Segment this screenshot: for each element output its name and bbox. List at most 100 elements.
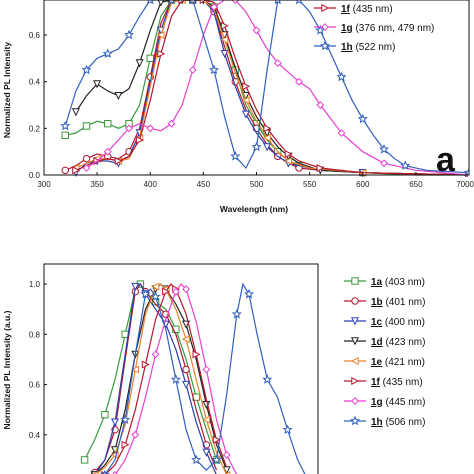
point-1g bbox=[171, 287, 180, 296]
panel-b-legend: 1a (403 nm) 1b (401 nm) 1c (400 nm) 1d (423… bbox=[344, 277, 425, 428]
point-1h bbox=[251, 141, 262, 152]
point-1c bbox=[110, 418, 120, 427]
point-1h bbox=[124, 29, 134, 40]
series-line-1f bbox=[105, 283, 228, 474]
point-1b bbox=[82, 154, 91, 163]
legend-label-1g: 1g (445 nm) bbox=[371, 397, 425, 408]
point-1f bbox=[316, 163, 325, 173]
legend-item-1g: 1g (376 nm, 479 nm) bbox=[314, 23, 434, 34]
legend-label-1c: 1c (400 nm) bbox=[371, 317, 425, 328]
point-1g bbox=[231, 0, 240, 4]
point-1g bbox=[146, 124, 155, 133]
point-1h bbox=[140, 288, 151, 299]
point-1d bbox=[135, 59, 144, 68]
point-1f bbox=[141, 360, 150, 369]
point-1f bbox=[135, 135, 144, 145]
point-1h bbox=[81, 64, 92, 75]
legend-item-1f: 1f (435 nm) bbox=[314, 3, 393, 15]
point-1b bbox=[182, 365, 190, 374]
point-1b bbox=[61, 166, 69, 175]
legend-label-1e: 1e (421 nm) bbox=[371, 357, 425, 368]
series-line-1a bbox=[84, 283, 218, 461]
point-1h bbox=[60, 120, 71, 131]
point-1e bbox=[220, 35, 229, 44]
point-1f bbox=[178, 0, 187, 5]
point-1g bbox=[316, 101, 325, 109]
legend-marker-1g bbox=[321, 23, 329, 31]
y-tick-label: 0.0 bbox=[29, 171, 41, 180]
point-1e bbox=[241, 96, 250, 105]
point-1e bbox=[262, 133, 271, 142]
plot-frame bbox=[43, 263, 319, 474]
x-tick-label: 650 bbox=[409, 180, 423, 189]
point-1g bbox=[295, 77, 303, 86]
point-1g bbox=[252, 26, 261, 35]
legend-item-1g: 1g (445 nm) bbox=[344, 397, 425, 408]
y-tick-label: 0.2 bbox=[29, 124, 41, 133]
legend-item-1f: 1f (435 nm) bbox=[344, 376, 423, 388]
point-1h bbox=[400, 160, 411, 170]
legend-marker-1c bbox=[350, 317, 360, 326]
point-1c bbox=[263, 143, 272, 152]
x-tick-label: 400 bbox=[144, 180, 158, 189]
point-1h bbox=[378, 144, 390, 154]
point-1f bbox=[242, 82, 251, 91]
x-tick-label: 350 bbox=[90, 180, 104, 189]
point-1h bbox=[189, 0, 196, 5]
series-line-1b bbox=[94, 283, 218, 473]
series-1h bbox=[60, 0, 469, 177]
legend-marker-1f bbox=[351, 376, 360, 386]
series-1f bbox=[72, 0, 469, 177]
x-tick-label: 7000 bbox=[456, 180, 474, 189]
point-1h bbox=[168, 0, 175, 5]
point-1h bbox=[262, 374, 273, 384]
legend-label-1a: 1a (403 nm) bbox=[371, 277, 425, 288]
series-1b bbox=[91, 283, 218, 474]
legend-marker-1g bbox=[351, 397, 359, 405]
panel-b: 0.4 0.6 0.8 1.0 Normalized PL Intensity (a.… bbox=[2, 263, 425, 474]
legend-item-1e: 1e (421 nm) bbox=[344, 356, 425, 368]
point-1f bbox=[212, 435, 221, 444]
point-1e bbox=[156, 30, 165, 40]
legend-label-1f: 1f (435 nm) bbox=[371, 377, 423, 388]
y-tick-label: 0.4 bbox=[29, 78, 41, 87]
point-1c bbox=[182, 380, 191, 389]
point-1g bbox=[337, 129, 346, 137]
series-1h bbox=[99, 282, 306, 474]
panel-a-ylabel: Normalized PL Intensity bbox=[2, 42, 12, 138]
point-1h bbox=[102, 48, 113, 58]
x-tick-label: 600 bbox=[356, 180, 370, 189]
legend-marker-1f bbox=[321, 3, 330, 13]
point-1h bbox=[211, 454, 222, 465]
point-1f bbox=[192, 350, 201, 359]
point-1h bbox=[336, 71, 347, 82]
point-1f bbox=[263, 124, 272, 133]
y-tick-label: 0.6 bbox=[29, 381, 41, 390]
point-1d bbox=[114, 92, 123, 101]
series-line-1g bbox=[86, 0, 469, 176]
panel-b-series bbox=[80, 280, 306, 474]
point-1e bbox=[130, 365, 139, 374]
point-1f bbox=[162, 287, 171, 296]
point-1f bbox=[284, 149, 293, 159]
point-1h bbox=[463, 167, 469, 177]
x-tick-label: 450 bbox=[197, 180, 211, 189]
legend-label-1g: 1g (376 nm, 479 nm) bbox=[341, 23, 434, 34]
point-1h bbox=[147, 0, 154, 5]
point-1a bbox=[61, 131, 69, 140]
point-1d bbox=[157, 0, 165, 7]
x-tick-label: 500 bbox=[250, 180, 264, 189]
panel-a-legend: 1f (435 nm) 1g (376 nm, 479 nm) 1h (522 nm… bbox=[314, 3, 434, 53]
point-1a bbox=[146, 54, 154, 63]
legend-item-1c: 1c (400 nm) bbox=[344, 317, 425, 328]
point-1a bbox=[82, 122, 91, 130]
legend-item-1a: 1a (403 nm) bbox=[344, 277, 425, 288]
legend-item-1d: 1d (423 nm) bbox=[344, 337, 425, 348]
point-1g bbox=[273, 59, 282, 67]
point-1c bbox=[220, 50, 229, 59]
x-tick-label: 550 bbox=[303, 180, 317, 189]
point-1c bbox=[241, 110, 250, 119]
legend-marker-1e bbox=[350, 356, 359, 366]
point-1e bbox=[181, 335, 190, 344]
panel-a-label: a bbox=[436, 141, 456, 179]
